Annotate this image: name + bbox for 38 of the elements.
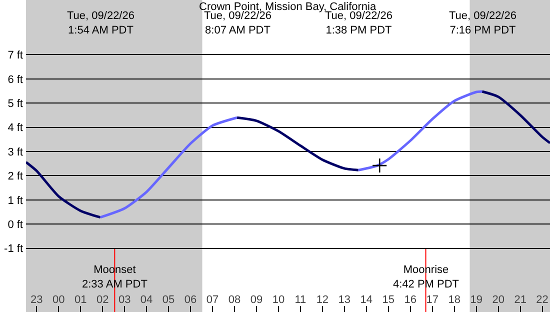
- x-tick-label: 05: [162, 294, 175, 306]
- x-tick-label: 06: [184, 294, 197, 306]
- line-series: [99, 116, 238, 219]
- x-tick-label: 11: [294, 294, 306, 306]
- x-tick-label: 13: [338, 294, 351, 306]
- y-tick-label: 4 ft: [8, 122, 23, 134]
- x-tick-label: 04: [140, 294, 153, 306]
- y-tick-label: 1 ft: [8, 194, 23, 207]
- x-tick-label: 08: [228, 294, 241, 306]
- x-tick-label: 07: [206, 294, 219, 306]
- y-tick-label: 7 ft: [8, 50, 23, 62]
- x-tick-label: 20: [492, 294, 504, 306]
- x-tick-label: 01: [74, 294, 87, 306]
- annotation: Tue, 09/22/26 1:38 PM PDT: [325, 10, 392, 36]
- y-tick-label: 5 ft: [8, 98, 23, 110]
- annotation: Tue, 09/22/26 1:54 AM PDT: [67, 10, 134, 36]
- y-tick-label: 0 ft: [8, 218, 23, 231]
- x-tick-label: 10: [272, 294, 285, 306]
- x-tick-label: 19: [470, 294, 482, 306]
- x-tick-label: 03: [118, 294, 131, 306]
- x-tick-label: 16: [404, 294, 417, 306]
- x-tick-label: 23: [30, 294, 43, 306]
- y-tick-label: 6 ft: [8, 74, 23, 86]
- x-tick-label: 15: [382, 294, 395, 306]
- y-tick-label: -1 ft: [4, 243, 23, 256]
- x-tick-label: 12: [316, 294, 329, 306]
- x-tick-label: 18: [448, 294, 460, 306]
- x-tick-label: 21: [514, 294, 526, 306]
- y-tick-label: 2 ft: [8, 170, 23, 183]
- x-tick-label: 09: [250, 294, 263, 306]
- x-tick-label: 17: [426, 294, 438, 306]
- x-tick-label: 22: [536, 294, 548, 306]
- x-tick-label: 00: [52, 294, 65, 306]
- y-tick-label: 3 ft: [8, 146, 23, 158]
- x-tick-label: 02: [96, 294, 109, 306]
- annotation: Tue, 09/22/26 8:07 AM PDT: [204, 10, 272, 36]
- x-tick-label: 14: [360, 294, 373, 306]
- annotation: Tue, 09/22/26 7:16 PM PDT: [449, 10, 516, 36]
